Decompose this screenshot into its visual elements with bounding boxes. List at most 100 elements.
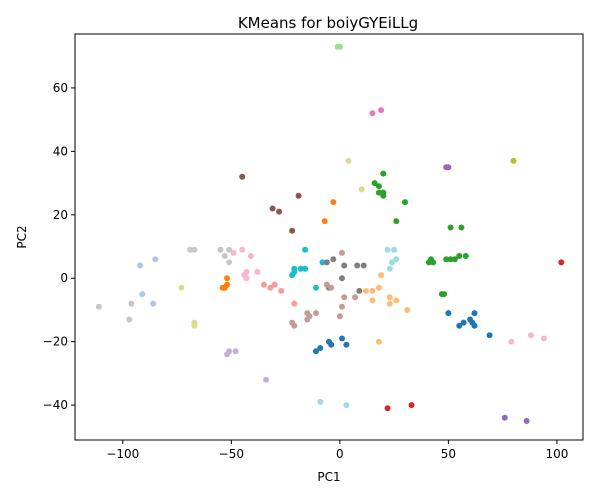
data-point-69 [139,291,146,298]
y-tick-label: −20 [43,335,68,349]
data-point-10 [295,192,302,199]
data-point-77 [224,275,230,282]
plot-frame [74,33,584,441]
data-point-53 [354,262,361,269]
data-point-99 [336,313,343,320]
points-layer [95,43,565,424]
data-point-9 [276,208,283,215]
chart-title: KMeans for boiyGYEiLLg [238,14,418,32]
data-point-83 [254,268,261,275]
data-point-116 [328,341,335,348]
data-point-138 [501,414,508,421]
data-point-97 [328,284,335,291]
data-point-110 [393,297,400,304]
x-tick-label: 0 [336,447,344,461]
data-point-36 [558,259,565,266]
data-point-124 [471,322,478,329]
data-point-50 [323,259,330,266]
data-point-87 [271,281,278,288]
data-point-95 [313,310,319,317]
data-point-79 [239,246,246,253]
x-tick-label: −50 [219,447,244,461]
data-point-56 [356,287,363,294]
data-point-49 [319,259,326,266]
data-point-15 [445,164,452,171]
x-axis-label: PC1 [317,470,340,484]
data-point-88 [278,287,285,294]
data-point-46 [302,265,309,272]
data-point-17 [375,183,382,190]
data-point-114 [317,345,324,351]
y-tick-label: −40 [43,398,68,412]
data-point-132 [232,348,239,355]
data-point-67 [137,262,144,269]
x-tick-label: −100 [106,447,139,461]
data-point-84 [243,275,250,282]
data-point-48 [313,284,319,291]
data-point-31 [451,256,458,263]
data-point-64 [95,303,102,310]
data-point-120 [456,322,463,329]
data-point-13 [321,218,328,225]
data-point-11 [289,227,296,234]
data-point-22 [402,199,408,206]
data-point-73 [191,322,198,329]
data-point-86 [267,284,274,291]
data-point-58 [217,246,224,253]
data-point-119 [445,310,452,317]
data-point-47 [289,272,296,279]
data-point-45 [297,265,304,272]
data-point-137 [408,402,415,409]
data-point-66 [126,316,133,323]
data-point-33 [462,253,469,259]
data-point-135 [343,402,350,409]
data-point-30 [447,256,454,263]
data-point-20 [375,189,382,196]
data-point-37 [384,246,391,253]
data-point-18 [380,170,387,177]
data-point-139 [523,418,530,424]
data-point-7 [239,173,246,180]
data-point-80 [247,253,254,259]
data-point-52 [341,262,348,269]
data-point-4 [345,157,352,164]
data-point-59 [226,246,233,253]
data-point-126 [486,332,493,339]
data-point-60 [187,246,194,253]
data-point-41 [393,256,400,263]
data-point-55 [339,275,345,282]
data-point-118 [343,341,350,348]
data-point-134 [317,398,324,405]
data-point-63 [226,259,233,266]
data-point-40 [389,259,395,266]
data-point-107 [375,284,382,291]
data-point-131 [226,348,233,355]
x-tick-label: 50 [441,447,456,461]
data-point-2 [369,110,376,117]
data-point-102 [339,249,345,256]
data-point-113 [313,348,319,355]
data-point-128 [527,332,534,339]
data-point-94 [306,313,313,320]
data-point-98 [339,303,345,310]
y-tick-label: 0 [60,271,68,285]
data-point-91 [291,322,298,329]
data-point-25 [458,224,465,231]
data-point-62 [221,253,228,259]
data-point-105 [369,297,376,304]
data-point-32 [456,253,463,259]
data-point-109 [386,300,393,307]
data-point-39 [386,265,393,272]
data-point-6 [510,157,517,164]
data-point-29 [443,256,450,263]
data-point-12 [330,199,337,206]
data-point-136 [384,405,391,412]
data-point-54 [360,262,367,269]
data-point-111 [404,307,411,313]
data-point-23 [393,218,400,225]
data-point-85 [260,281,267,288]
data-point-38 [391,246,398,253]
data-point-16 [371,180,378,187]
data-point-112 [375,338,382,345]
data-point-51 [330,256,337,263]
